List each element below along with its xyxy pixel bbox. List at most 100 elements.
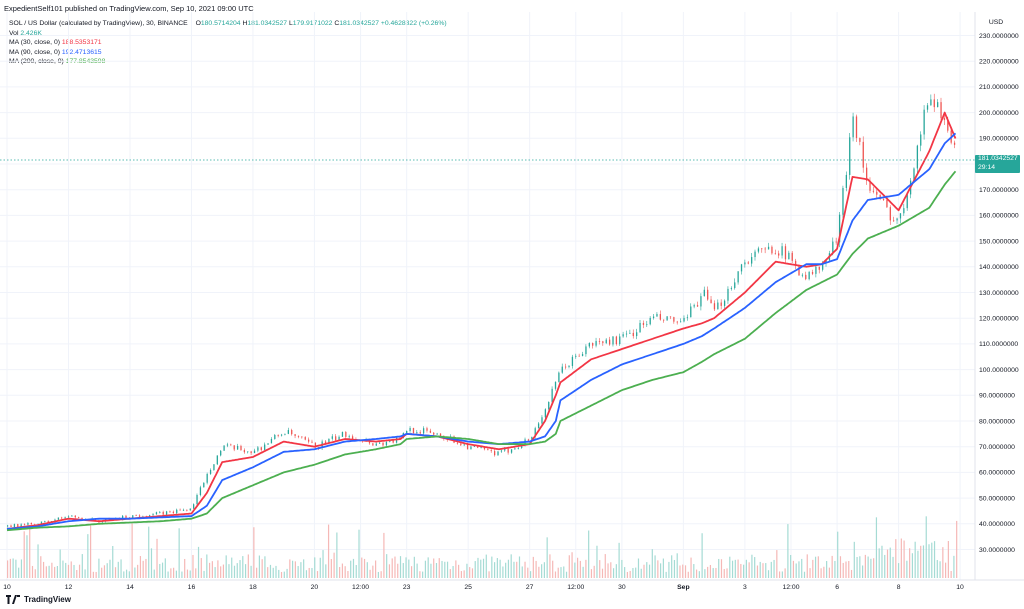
time-tick-label: 23 — [403, 584, 411, 591]
candle-body — [703, 289, 705, 297]
candle-body — [588, 343, 590, 347]
symbol-label[interactable]: SOL / US Dollar (calculated by TradingVi… — [9, 20, 188, 27]
candle-body — [436, 433, 438, 435]
candle-body — [297, 435, 300, 437]
candle-body — [761, 248, 763, 250]
volume-bar — [65, 562, 67, 578]
candle-body — [294, 434, 296, 436]
volume-bar — [408, 559, 410, 578]
volume-bar — [148, 526, 150, 578]
volume-bar — [535, 560, 537, 578]
candle-body — [78, 517, 80, 519]
candle-body — [159, 511, 161, 513]
ma90-line — [6, 132, 957, 530]
price-tick-label: 230.0000000 — [979, 33, 1019, 40]
volume-bar — [640, 568, 642, 578]
time-tick-label: Sep — [677, 584, 689, 591]
candle-body — [794, 260, 797, 266]
candle-body — [226, 444, 229, 446]
candle-body — [531, 436, 533, 441]
volume-bar — [330, 559, 332, 578]
candle-body — [592, 343, 594, 346]
volume-bar — [922, 545, 925, 578]
volume-bar — [242, 556, 244, 578]
candle-body — [632, 332, 634, 337]
volume-bar — [413, 556, 415, 578]
candle-body — [896, 218, 898, 221]
candle-body — [930, 99, 932, 106]
candle-body — [551, 388, 553, 402]
candle-body — [893, 220, 895, 222]
candle-body — [324, 441, 327, 444]
volume-bar — [496, 558, 498, 578]
candle-body — [720, 302, 722, 306]
tradingview-footer[interactable]: TradingView — [6, 595, 71, 604]
candle-body — [243, 450, 246, 453]
volume-bar — [311, 567, 313, 578]
volume-bar — [344, 566, 346, 578]
volume-bar — [397, 563, 399, 578]
volume-bar — [502, 566, 504, 578]
currency-label[interactable]: USD — [989, 19, 1003, 26]
volume-bar — [303, 559, 305, 578]
candle-body — [81, 517, 83, 520]
candle-body — [852, 116, 854, 138]
legend-ma30-row[interactable]: MA (30, close, 0) 188.5353171 — [9, 38, 447, 48]
volume-bar — [363, 558, 366, 578]
price-tick-label: 40.0000000 — [979, 521, 1015, 528]
candle-body — [548, 401, 550, 410]
volume-bar — [635, 567, 637, 578]
volume-bar — [366, 562, 368, 578]
price-axis[interactable]: 30.0000000 40.0000000 50.0000000 60.0000000… — [979, 33, 1019, 554]
candle-body — [815, 266, 817, 274]
volume-bar — [402, 563, 404, 578]
candle-body — [669, 316, 672, 318]
volume-bar — [153, 569, 155, 578]
volume-bar — [29, 525, 31, 578]
time-axis[interactable]: 10 12 14 16 18 20 12:00 23 25 27 12:00 30 Sep 3 12:00 6… — [3, 584, 964, 591]
volume-bar — [776, 550, 778, 578]
time-tick-label: 3 — [743, 584, 747, 591]
candle-body — [740, 264, 743, 272]
volume-bar — [510, 554, 512, 578]
low-value: 179.9171022 — [292, 20, 333, 27]
volume-bar — [842, 562, 844, 578]
candle-body — [331, 436, 333, 439]
candle-body — [642, 322, 645, 325]
ma30-label: MA (30, close, 0) — [9, 39, 60, 46]
time-tick-label: 6 — [835, 584, 839, 591]
volume-bar — [756, 565, 759, 578]
candle-body — [341, 431, 344, 437]
price-tick-label: 170.0000000 — [979, 187, 1019, 194]
volume-bar — [601, 568, 604, 578]
volume-bar — [161, 562, 164, 578]
candle-body — [679, 321, 682, 323]
candle-body — [497, 451, 499, 456]
legend-volume-row[interactable]: Vol 2.426K — [9, 29, 447, 39]
price-tick-label: 210.0000000 — [979, 84, 1019, 91]
volume-bar — [59, 549, 61, 578]
volume-bar — [446, 561, 449, 578]
high-value: 181.0342527 — [247, 20, 288, 27]
volume-bar — [665, 571, 667, 578]
volume-bar — [272, 567, 274, 578]
candle-body — [838, 214, 841, 243]
volume-bar — [131, 523, 133, 578]
volume-bar — [886, 549, 889, 578]
candle-body — [578, 355, 580, 357]
candle-body — [193, 504, 195, 509]
candle-body — [74, 515, 76, 518]
legend-ma90-row[interactable]: MA (90, close, 0) 192.4713615 — [9, 48, 447, 58]
candle-body — [61, 517, 63, 519]
volume-bar — [352, 558, 355, 578]
volume-bar — [524, 561, 526, 578]
candle-body — [172, 511, 175, 514]
volume-bar — [845, 561, 847, 578]
volume-bar — [493, 562, 496, 578]
volume-bar — [546, 537, 548, 578]
candle-body — [223, 445, 225, 451]
volume-bar — [339, 567, 341, 578]
time-tick-label: 25 — [464, 584, 472, 591]
volume-bar — [103, 565, 106, 578]
